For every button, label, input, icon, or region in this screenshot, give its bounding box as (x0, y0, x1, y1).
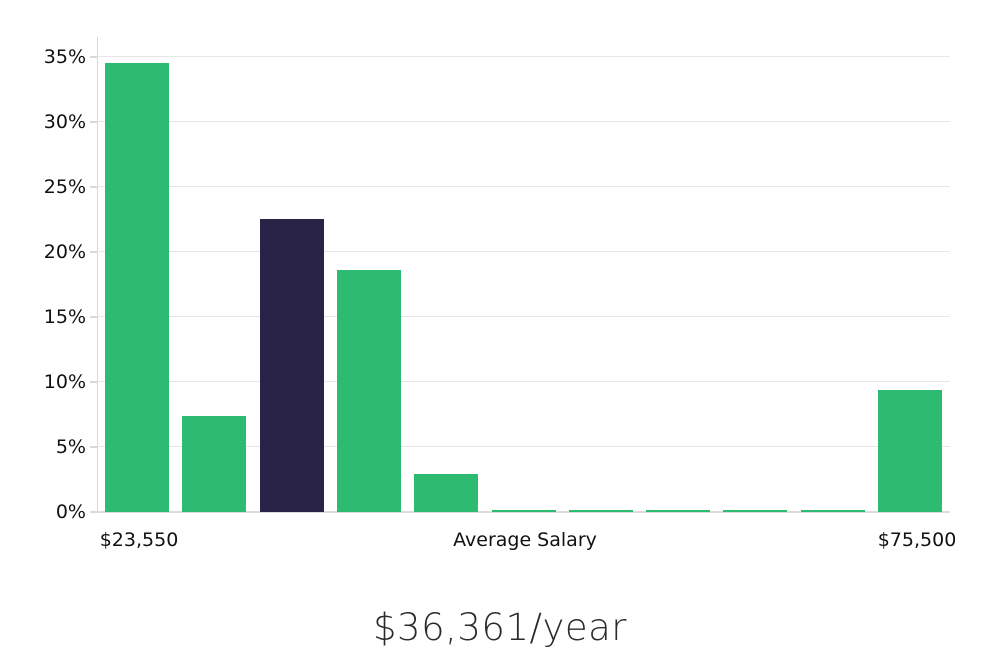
x-axis-label-0: $23,550 (99, 529, 179, 551)
bar (414, 474, 479, 512)
bar-highlighted (259, 219, 324, 512)
y-tick-mark (90, 511, 97, 513)
x-axis-label-1: Average Salary (453, 529, 597, 551)
x-axis-line (97, 511, 950, 513)
y-tick-label-15pct: 15% (43, 305, 86, 328)
gridline-5pct (97, 445, 950, 447)
gridline-30pct (97, 120, 950, 122)
bar (105, 63, 169, 512)
plot-area (97, 37, 950, 513)
y-tick-mark (90, 315, 97, 318)
average-salary-title: $36,361/year (372, 606, 627, 649)
y-tick-label-0pct: 0% (55, 501, 86, 523)
y-tick-mark (90, 120, 97, 123)
y-tick-mark (90, 250, 97, 253)
gridline-15pct (97, 315, 950, 317)
gridline-35pct (97, 55, 950, 57)
y-tick-mark (90, 185, 97, 188)
y-tick-mark (90, 380, 97, 383)
y-tick-mark (90, 445, 97, 448)
y-tick-label-30pct: 30% (43, 110, 86, 133)
bar (723, 510, 788, 512)
y-axis-spine (97, 37, 98, 512)
gridline-20pct (97, 250, 950, 252)
bar (182, 415, 247, 512)
y-tick-label-35pct: 35% (43, 45, 86, 68)
y-tick-label-10pct: 10% (43, 370, 86, 393)
y-axis: 0% 5% 10% 15% 20% 25% 30% 35% (0, 37, 97, 523)
y-tick-mark (90, 55, 97, 58)
bar (878, 389, 942, 512)
gridline-10pct (97, 380, 950, 382)
y-tick-label-25pct: 25% (43, 175, 86, 198)
bar (646, 510, 711, 512)
x-axis-label-2: $75,500 (877, 529, 957, 551)
bar (491, 510, 556, 512)
y-tick-label-5pct: 5% (55, 435, 86, 458)
bar (336, 269, 401, 512)
y-tick-label-20pct: 20% (43, 240, 86, 263)
bar (800, 510, 865, 512)
x-axis: $23,550 Average Salary $75,500 (0, 512, 1000, 556)
gridline-25pct (97, 185, 950, 187)
bar (568, 510, 633, 512)
